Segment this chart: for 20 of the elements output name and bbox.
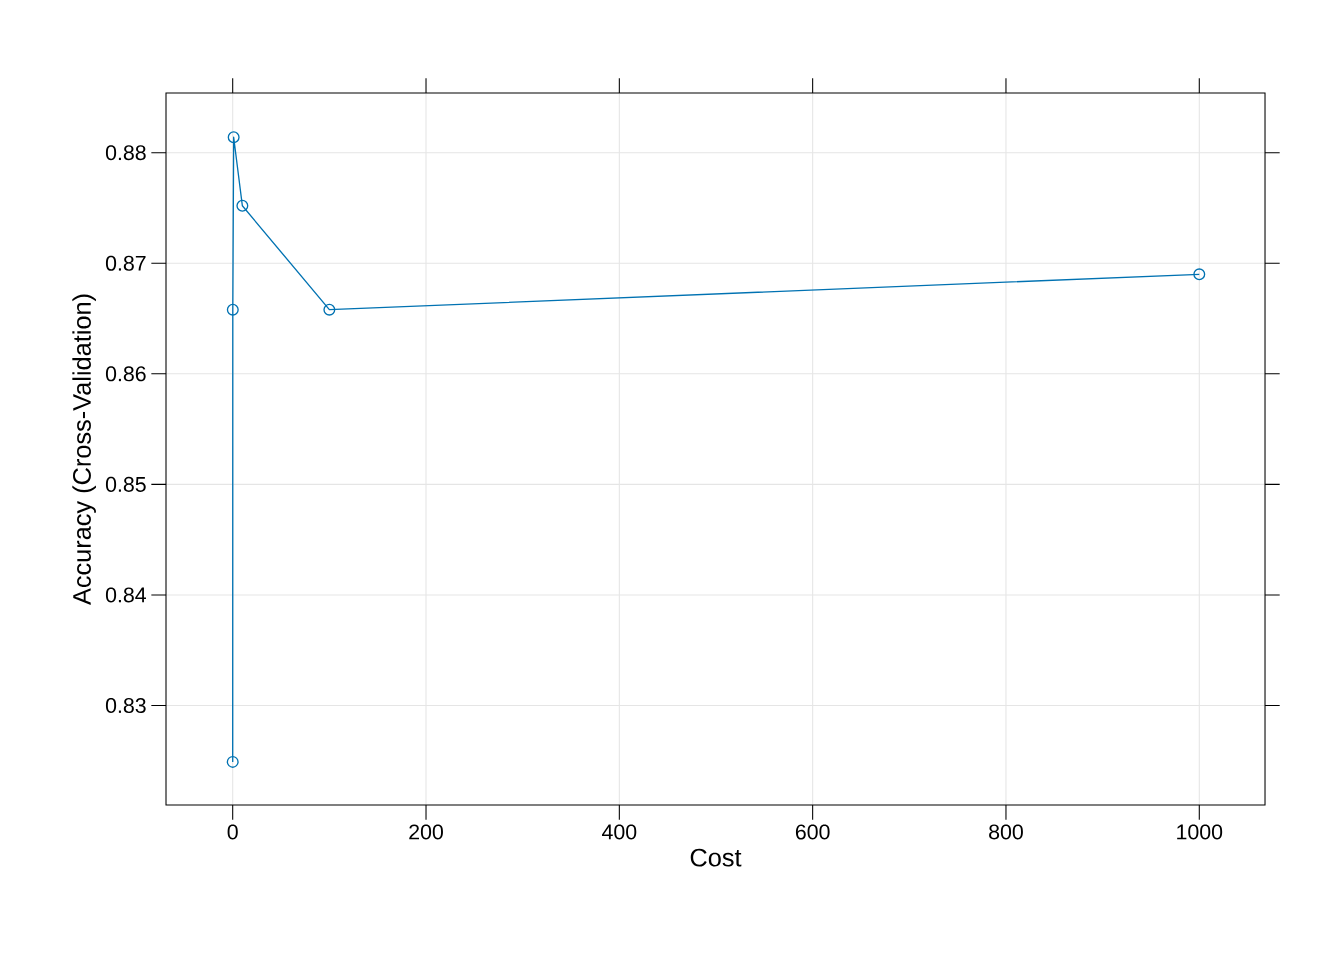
- y-tick-label: 0.85: [105, 476, 146, 492]
- x-tick-label: 800: [989, 824, 1023, 840]
- x-tick-label: 600: [795, 824, 830, 840]
- y-axis-title: Accuracy (Cross-Validation): [72, 294, 96, 605]
- x-tick-label: 400: [602, 824, 637, 840]
- x-axis-title: Cost: [690, 848, 742, 867]
- y-tick-label: 0.87: [105, 255, 146, 271]
- point: [226, 755, 239, 768]
- y-tick-label: 0.84: [105, 587, 146, 603]
- y-tick-label: 0.86: [105, 366, 146, 382]
- x-tick-label: 1000: [1177, 824, 1223, 840]
- y-tick-label: 0.83: [105, 697, 146, 714]
- point: [1193, 268, 1206, 281]
- point: [236, 199, 249, 212]
- x-tick-label: 0: [227, 824, 238, 840]
- y-tick-label: 0.88: [105, 145, 146, 161]
- point: [226, 303, 239, 316]
- point: [227, 131, 240, 144]
- x-tick-label: 200: [409, 824, 443, 840]
- point: [323, 303, 336, 316]
